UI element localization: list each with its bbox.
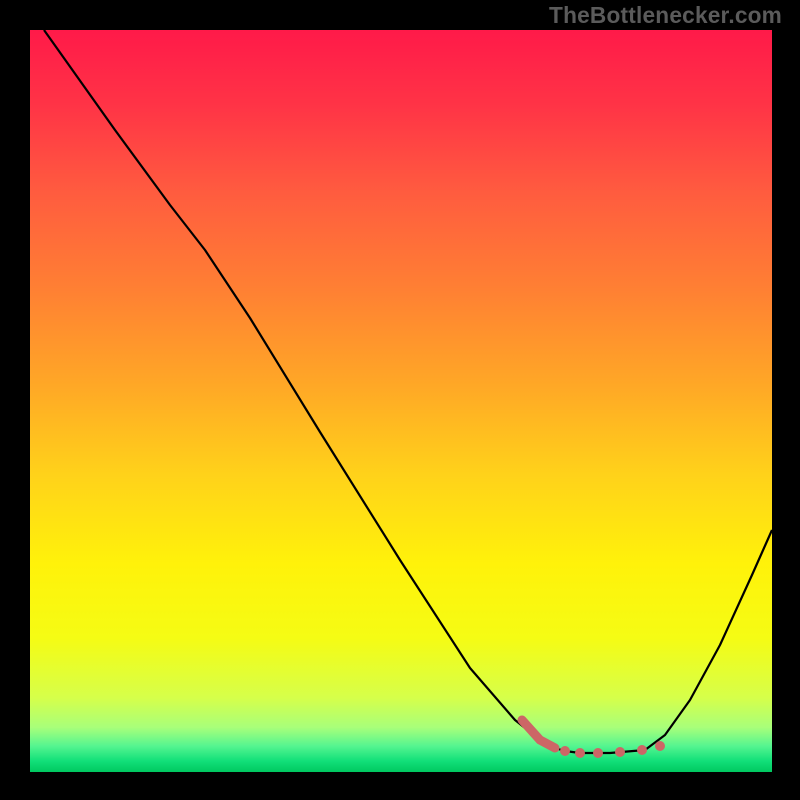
highlight-dot <box>655 741 665 751</box>
plot-background <box>30 30 772 772</box>
highlight-dot <box>575 748 585 758</box>
watermark-text: TheBottlenecker.com <box>549 2 782 29</box>
highlight-dot <box>637 745 647 755</box>
gradient-curve-chart <box>0 0 800 800</box>
highlight-dot <box>615 747 625 757</box>
highlight-dot <box>593 748 603 758</box>
chart-container: TheBottlenecker.com <box>0 0 800 800</box>
highlight-dot <box>560 746 570 756</box>
